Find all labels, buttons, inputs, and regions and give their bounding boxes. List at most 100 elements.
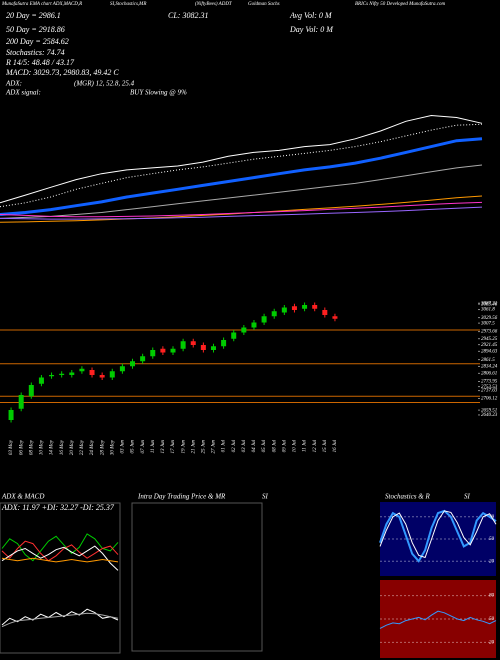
series-line — [379, 610, 497, 629]
avg-vol: Avg Vol: 0 M — [289, 11, 333, 20]
y-tick-label: 3087.31 — [481, 301, 497, 306]
series-line — [1, 557, 119, 563]
stochastics: Stochastics: 74.74 — [6, 48, 65, 57]
y-tick-label: 2659.51 — [481, 408, 497, 413]
top-left: MunafaSutra EMA chart ADX,MACD,R — [1, 2, 82, 7]
x-tick-label: 19 Jun — [181, 440, 186, 454]
candle-body — [59, 373, 65, 375]
panel-background — [380, 580, 496, 658]
symbol: (NiftyBees) ADDT — [195, 2, 233, 7]
candle-body — [190, 341, 196, 345]
candle-body — [109, 371, 115, 378]
candle-body — [200, 345, 206, 350]
candle-body — [170, 348, 176, 353]
candle-body — [210, 346, 216, 350]
top-mid: SI,Stochastics,MR — [110, 2, 146, 7]
site: BRICs Nifty 50 Developed MunafaSutra.com — [355, 2, 446, 7]
y-tick-label: 2834.24 — [481, 365, 498, 370]
x-tick-label: 01 Jul — [222, 439, 227, 452]
macd: MACD: 3029.73, 2980.83, 49.42 C — [5, 68, 119, 77]
series-line — [1, 533, 119, 562]
close: CL: 3082.31 — [168, 11, 208, 20]
candle-body — [79, 368, 85, 372]
y-tick-label: 2861.5 — [481, 358, 495, 363]
candle-body — [89, 370, 95, 375]
y-tick-label: 2945.25 — [481, 337, 498, 342]
x-tick-label: 30 May — [110, 439, 115, 455]
candle-body — [221, 340, 227, 347]
x-tick-label: 12 Jul — [313, 439, 318, 452]
ema50: 50 Day = 2918.86 — [6, 25, 65, 34]
candle-body — [261, 316, 267, 323]
y-tick-label: 20 — [489, 641, 495, 646]
x-tick-label: 27 Jun — [212, 440, 217, 454]
series-line — [0, 201, 483, 218]
y-tick-label: 3061.8 — [481, 308, 495, 313]
y-tick-label: 2773.95 — [481, 380, 498, 385]
candle-body — [8, 410, 14, 420]
panel-title: SI — [262, 493, 269, 501]
candle-body — [281, 307, 287, 313]
y-tick-label: 2640.23 — [481, 413, 498, 418]
x-tick-label: 16 May — [60, 439, 65, 455]
ema20: 20 Day = 2986.1 — [6, 11, 61, 20]
candle-body — [251, 322, 257, 328]
series-line — [1, 608, 119, 626]
x-tick-label: 09 Jul — [282, 439, 287, 452]
signal: BUY Slowing @ 9% — [130, 89, 187, 97]
candle-body — [271, 311, 277, 317]
x-tick-label: 22 May — [80, 439, 85, 455]
panel-title: SI — [464, 493, 471, 501]
series-line — [1, 540, 119, 562]
y-tick-label: 3007.5 — [481, 321, 495, 326]
x-tick-label: 28 May — [100, 439, 105, 455]
rsi: R 14/5: 48.48 / 43.17 — [5, 58, 75, 67]
adx-panel — [0, 502, 121, 654]
series-line — [379, 509, 497, 563]
panel-title: Intra Day Trading Price & MR — [137, 493, 226, 501]
x-tick-label: 04 Jul — [252, 439, 257, 452]
candle-body — [180, 341, 186, 349]
x-tick-label: 02 Jul — [232, 439, 237, 452]
candle-body — [49, 375, 55, 377]
x-tick-label: 11 Jun — [151, 440, 156, 454]
day-vol: Day Vol: 0 M — [289, 25, 334, 34]
adx-panel-values: ADX: 11.97 +DI: 32.27 -DI: 25.37 — [1, 503, 115, 512]
series-line — [379, 510, 497, 559]
candle-body — [18, 395, 24, 409]
adx-signal: ADX signal: — [5, 89, 41, 97]
candle-body — [99, 375, 105, 378]
candle-body — [291, 306, 297, 310]
x-tick-label: 03 May — [9, 439, 14, 455]
y-tick-label: 3029.56 — [481, 316, 498, 321]
x-tick-label: 10 Jul — [293, 439, 298, 452]
x-tick-label: 08 May — [29, 439, 34, 455]
candle-body — [241, 327, 247, 333]
panel-title: Stochastics & R — [385, 493, 430, 501]
x-tick-label: 05 Jun — [131, 440, 136, 454]
x-tick-label: 15 Jul — [323, 439, 328, 452]
candle-body — [312, 305, 318, 309]
x-tick-label: 11 Jul — [303, 439, 308, 452]
x-tick-label: 06 May — [19, 439, 24, 455]
series-line — [0, 137, 483, 216]
y-tick-label: 50 — [489, 617, 495, 622]
adx: ADX: — [5, 80, 22, 88]
x-tick-label: 16 Jul — [333, 439, 338, 452]
candle-body — [231, 332, 237, 339]
y-tick-label: 2806.61 — [481, 371, 497, 376]
candle-body — [150, 350, 156, 357]
x-tick-label: 17 Jun — [171, 440, 176, 454]
x-tick-label: 08 Jul — [272, 439, 277, 452]
candle-body — [130, 361, 136, 367]
y-tick-label: 2737.63 — [481, 389, 498, 394]
x-tick-label: 14 May — [50, 439, 55, 455]
series-line — [0, 123, 483, 208]
x-tick-label: 24 May — [90, 439, 95, 455]
y-tick-label: 2894.63 — [481, 349, 498, 354]
series-line — [1, 545, 119, 571]
x-tick-label: 21 Jun — [191, 440, 196, 454]
y-tick-label: 2706.12 — [481, 397, 498, 402]
y-tick-label: 3083.46 — [481, 302, 498, 307]
